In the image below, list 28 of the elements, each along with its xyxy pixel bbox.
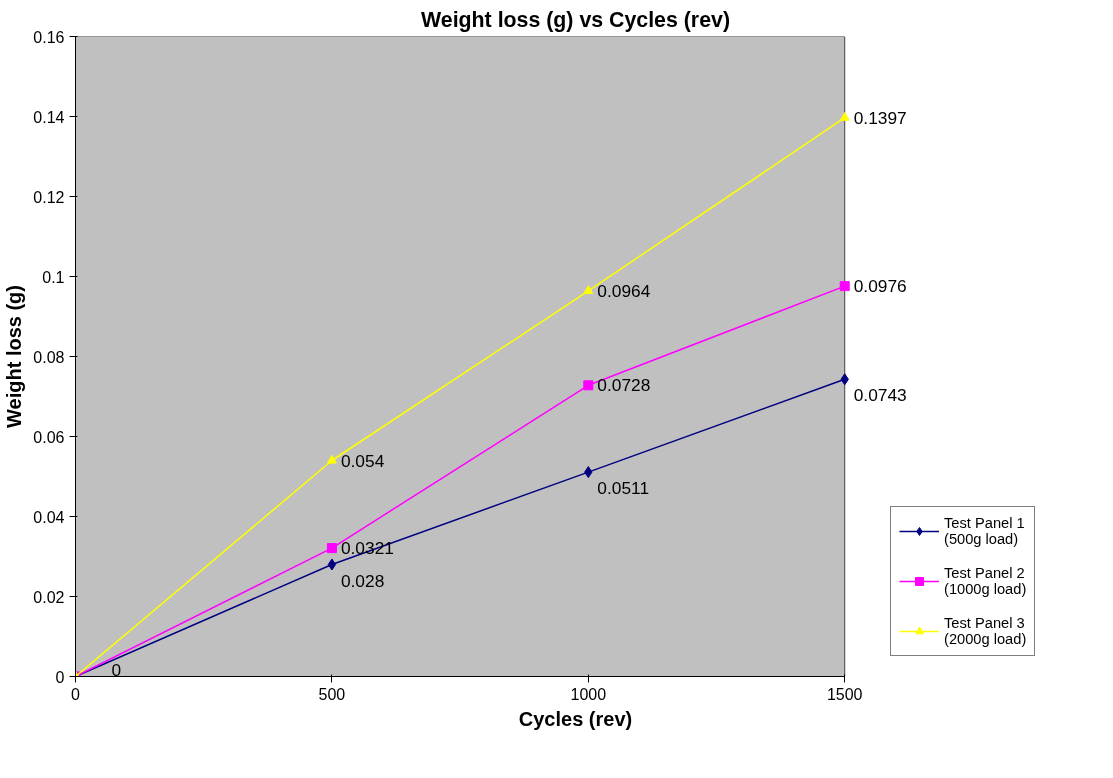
data-label: 0.0511 <box>597 478 650 499</box>
legend-label: Test Panel 3 (2000g load) <box>944 615 1027 647</box>
data-label: 0 <box>111 659 122 680</box>
data-label: 0.054 <box>340 450 385 471</box>
data-label: 0.1397 <box>853 107 907 128</box>
y-tick-label: 0.02 <box>33 588 65 606</box>
legend-label: Test Panel 2 (1000g load) <box>944 565 1027 597</box>
data-label: 0.0976 <box>853 276 907 297</box>
chart-title: Weight loss (g) vs Cycles (rev) <box>421 7 730 32</box>
y-tick-label: 0.12 <box>33 188 65 206</box>
legend-label: Test Panel 1 (500g load) <box>944 515 1025 547</box>
x-tick-label: 1500 <box>826 685 863 703</box>
y-tick-label: 0.1 <box>42 268 65 286</box>
data-label: 0.028 <box>340 570 385 591</box>
y-tick-label: 0.16 <box>33 28 65 46</box>
y-tick-label: 0 <box>55 668 65 686</box>
data-label: 0.0743 <box>853 385 907 406</box>
x-tick-label: 0 <box>71 685 81 703</box>
x-tick-label: 500 <box>318 685 346 703</box>
y-tick-label: 0.08 <box>33 348 65 366</box>
y-tick-label: 0.04 <box>33 508 65 526</box>
data-label: 0.0728 <box>597 375 651 396</box>
x-tick-label: 1000 <box>570 685 607 703</box>
y-axis-title: Weight loss (g) <box>3 285 26 428</box>
y-tick-label: 0.06 <box>33 428 65 446</box>
data-label: 0.0964 <box>597 280 651 301</box>
y-tick-label: 0.14 <box>33 108 65 126</box>
x-axis-title: Cycles (rev) <box>518 707 633 730</box>
